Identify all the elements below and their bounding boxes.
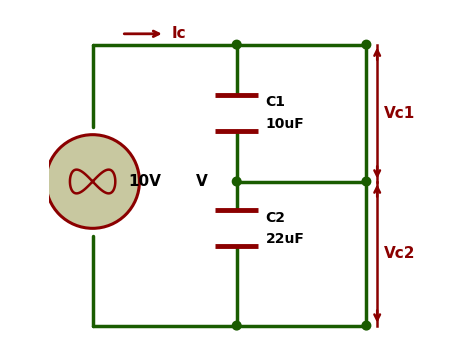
Text: Ic: Ic bbox=[172, 26, 186, 41]
Circle shape bbox=[232, 177, 241, 186]
Text: V: V bbox=[196, 174, 208, 189]
Text: C2: C2 bbox=[265, 211, 285, 225]
Circle shape bbox=[232, 321, 241, 330]
Text: Vc1: Vc1 bbox=[384, 106, 416, 121]
Circle shape bbox=[362, 177, 371, 186]
Circle shape bbox=[46, 135, 140, 228]
Text: 22uF: 22uF bbox=[265, 232, 304, 246]
Circle shape bbox=[362, 40, 371, 49]
Text: 10V: 10V bbox=[129, 174, 162, 189]
Circle shape bbox=[232, 40, 241, 49]
Text: Vc2: Vc2 bbox=[384, 246, 416, 261]
Text: C1: C1 bbox=[265, 95, 285, 109]
Circle shape bbox=[362, 321, 371, 330]
Text: 10uF: 10uF bbox=[265, 117, 304, 131]
